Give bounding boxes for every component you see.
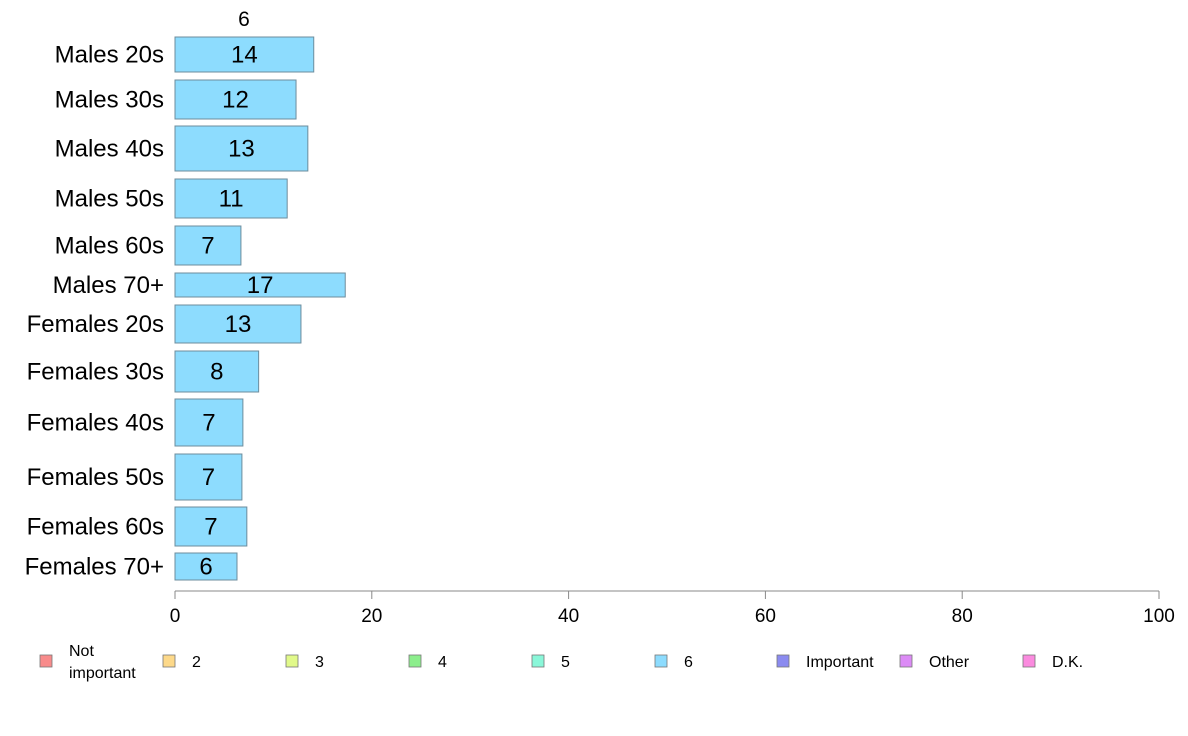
bar — [174, 398, 244, 447]
bar — [174, 225, 242, 266]
data-label: 7 — [201, 233, 214, 260]
legend: Not important 2 3 4 5 6 Important Other D.K. — [39, 643, 1083, 682]
data-label: 7 — [202, 464, 215, 491]
legend-label: 6 — [684, 654, 693, 671]
bars-group: Males 20s 14 Males 30s 12 Males 40s 13 Males 5… — [25, 36, 346, 581]
category-label: Females 20s — [27, 311, 164, 338]
category-label: Females 30s — [27, 359, 164, 386]
legend-label: Other — [929, 654, 970, 671]
x-tick-label: 60 — [755, 606, 776, 627]
legend-swatch — [408, 654, 422, 668]
legend-swatch — [899, 654, 913, 668]
x-axis: 0 20 40 60 80 100 — [170, 590, 1175, 627]
bar — [174, 79, 297, 120]
data-label: 7 — [204, 514, 217, 541]
data-label: 6 — [199, 554, 212, 581]
x-tick-label: 40 — [558, 606, 579, 627]
category-label: Females 50s — [27, 464, 164, 491]
legend-swatch — [285, 654, 299, 668]
bar — [174, 350, 260, 393]
bar — [174, 36, 315, 73]
category-label: Males 20s — [55, 42, 164, 69]
chart-title: 6 — [238, 8, 250, 31]
category-label: Females 40s — [27, 410, 164, 437]
category-label: Males 50s — [55, 186, 164, 213]
data-label: 12 — [222, 87, 249, 114]
bar — [174, 125, 309, 172]
category-label: Males 60s — [55, 233, 164, 260]
bar — [174, 304, 302, 344]
bar — [174, 178, 288, 219]
category-label: Females 70+ — [25, 554, 164, 581]
legend-label: Not important — [69, 643, 136, 682]
legend-swatch — [162, 654, 176, 668]
data-label: 7 — [202, 410, 215, 437]
legend-label: 3 — [315, 654, 324, 671]
legend-label: 4 — [438, 654, 447, 671]
legend-swatch — [776, 654, 790, 668]
legend-label: Important — [806, 654, 874, 671]
bar — [174, 272, 346, 298]
legend-swatch — [654, 654, 668, 668]
legend-label: D.K. — [1052, 654, 1083, 671]
category-label: Males 40s — [55, 136, 164, 163]
data-label: 17 — [247, 272, 274, 299]
legend-label: 2 — [192, 654, 201, 671]
data-label: 14 — [231, 42, 258, 69]
x-tick-label: 80 — [952, 606, 973, 627]
data-label: 13 — [228, 136, 255, 163]
category-label: Females 60s — [27, 514, 164, 541]
category-label: Males 70+ — [53, 272, 164, 299]
data-label: 11 — [219, 186, 244, 213]
legend-swatch — [1022, 654, 1036, 668]
bar — [174, 552, 238, 581]
data-label: 13 — [225, 311, 252, 338]
category-label: Males 30s — [55, 87, 164, 114]
x-tick-label: 0 — [170, 606, 181, 627]
legend-swatch — [39, 654, 53, 668]
bar — [174, 506, 248, 547]
legend-label: 5 — [561, 654, 570, 671]
bar — [174, 453, 243, 501]
data-label: 8 — [210, 359, 223, 386]
x-tick-label: 20 — [361, 606, 382, 627]
legend-swatch — [531, 654, 545, 668]
x-tick-label: 100 — [1143, 606, 1175, 627]
